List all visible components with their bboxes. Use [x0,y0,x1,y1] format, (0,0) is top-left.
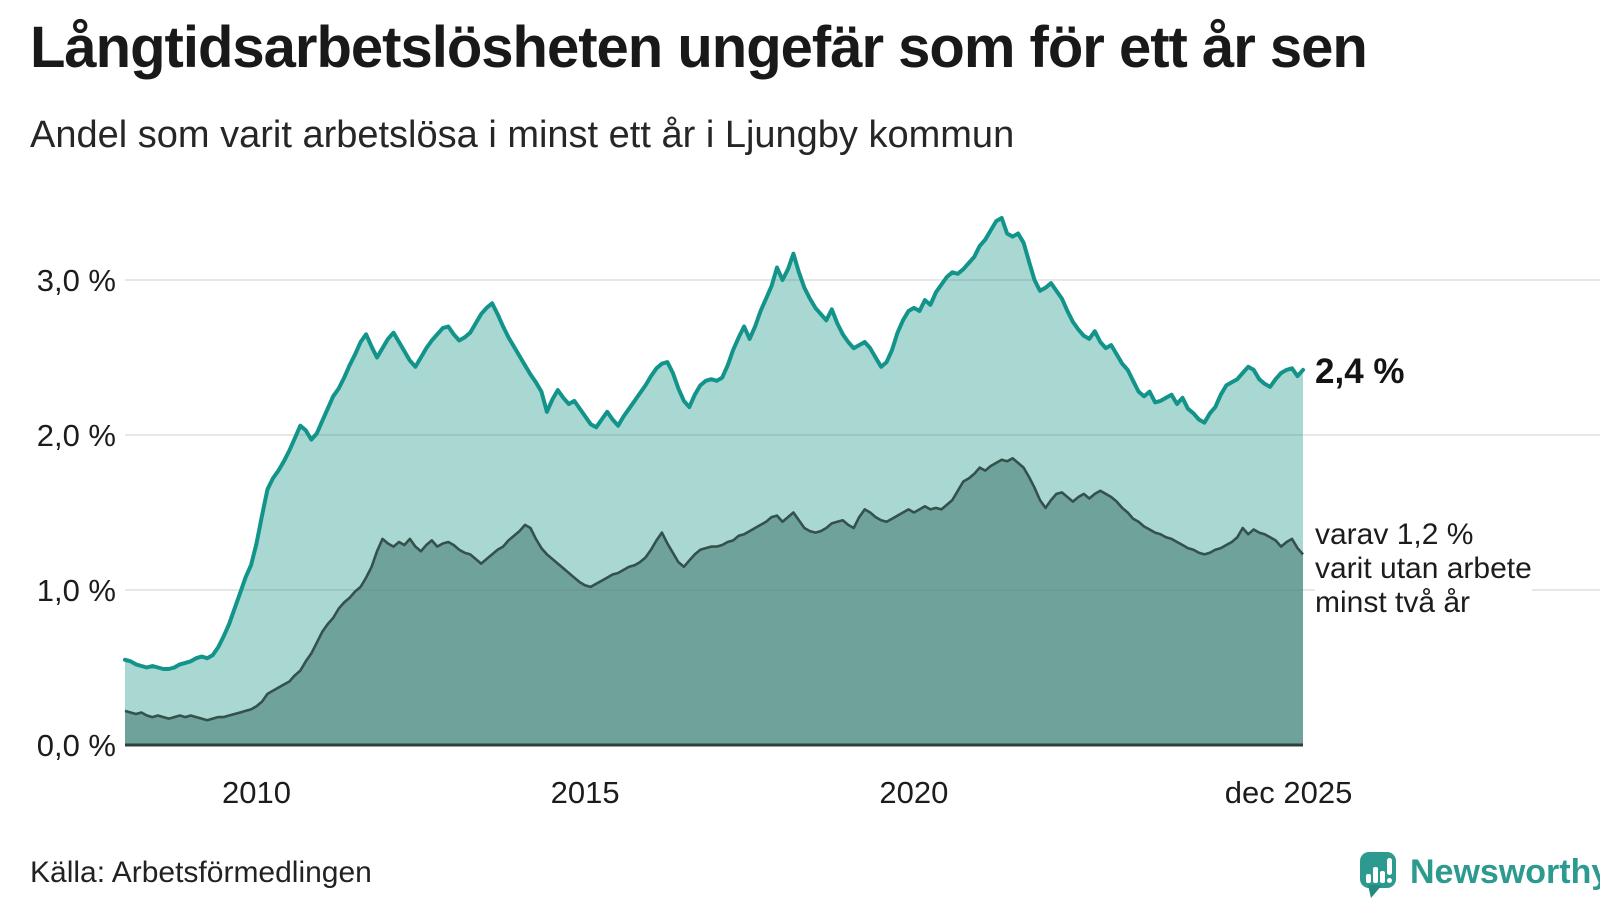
note-line-3: minst två år [1315,586,1471,619]
y-tick-label-2: 2,0 % [37,418,116,453]
newsworthy-logo[interactable]: Newsworthy [1358,850,1600,900]
y-tick-label-3: 3,0 % [37,263,116,298]
series-line-one-year [123,216,1305,671]
note-line-2: varit utan arbete [1315,552,1532,585]
y-tick-label-1: 1,0 % [37,573,116,608]
latest-value-label: 2,4 % [1315,352,1405,392]
y-tick-label-0: 0,0 % [37,728,116,763]
x-tick-label-2010: 2010 [222,775,291,810]
page-subtitle: Andel som varit arbetslösa i minst ett å… [30,114,1015,156]
newsworthy-wordmark: Newsworthy [1410,853,1600,891]
series-line-two-years [124,457,1304,722]
newsworthy-icon [1360,852,1396,898]
x-tick-label-2020: 2020 [879,775,948,810]
area-chart: 0,0 % 1,0 % 2,0 % 3,0 % 2010 2015 2020 dec 2025 [37,216,1600,810]
note-line-1: varav 1,2 % [1315,518,1474,551]
second-series-note: varav 1,2 % varit utan arbete minst två … [1315,518,1532,620]
series-area-two-years [125,458,1303,745]
x-tick-label-2015: 2015 [551,775,620,810]
x-tick-label-dec-2025: dec 2025 [1225,775,1353,810]
page-title: Långtidsarbetslösheten ungefär som för e… [30,15,1368,80]
source-attribution: Källa: Arbetsförmedlingen [30,856,372,889]
